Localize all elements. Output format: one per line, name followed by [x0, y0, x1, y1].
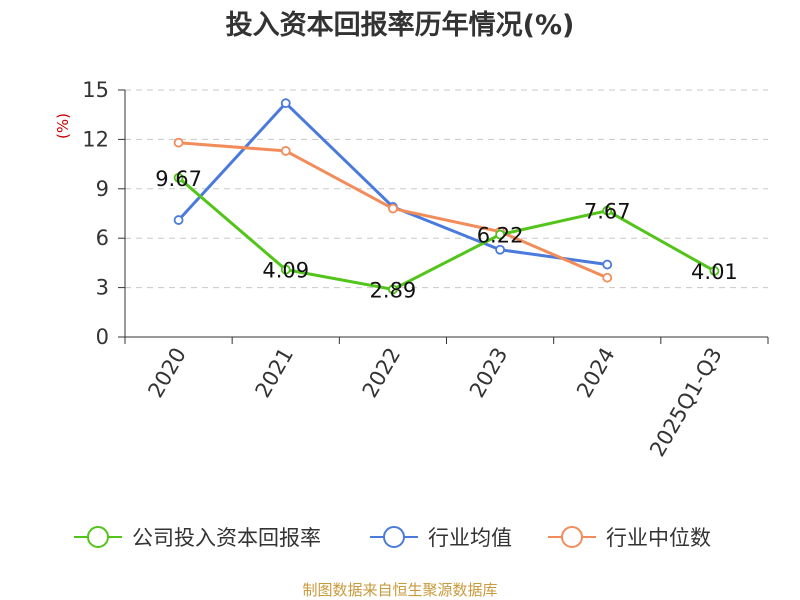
data-point: [173, 137, 184, 148]
data-point: [280, 264, 291, 275]
y-tick-label: 15: [82, 78, 109, 102]
y-tick-label: 0: [96, 325, 109, 349]
series-group: [173, 98, 720, 295]
data-point: [602, 205, 613, 216]
x-tick-label: 2024: [572, 344, 620, 402]
data-point: [173, 215, 184, 225]
legend-label: 行业中位数: [606, 526, 711, 550]
legend-swatch-marker: [383, 526, 405, 548]
x-tick-label: 2021: [251, 344, 299, 402]
data-label: 2.89: [370, 278, 417, 302]
chart-title: 投入资本回报率历年情况(%): [226, 9, 575, 41]
legend-swatch-marker: [561, 526, 583, 548]
data-label: 4.09: [262, 259, 309, 283]
legend: 公司投入资本回报率 行业均值 行业中位数: [74, 526, 711, 550]
data-point: [388, 284, 398, 295]
y-tick-label: 9: [96, 177, 109, 201]
data-label: 7.67: [584, 200, 631, 224]
legend-label: 行业均值: [428, 526, 512, 550]
legend-label: 公司投入资本回报率: [132, 526, 321, 550]
data-point: [602, 272, 613, 283]
series-line: [177, 101, 608, 267]
y-tick-label: 6: [96, 226, 109, 250]
data-label: 9.67: [155, 167, 202, 191]
legend-swatch-marker: [87, 526, 109, 548]
data-label: 6.22: [477, 224, 524, 248]
data-point: [495, 229, 505, 240]
data-point: [280, 146, 291, 156]
data-point: [388, 203, 398, 214]
y-tick-label: 12: [82, 127, 109, 151]
x-tick-label: 2023: [465, 344, 513, 402]
axes: 0 3 6 9 12 15 2020 2021 2022 2023 2024 2025Q1-Q3: [82, 78, 769, 461]
data-label: 4.01: [691, 260, 738, 284]
x-tick-label: 2022: [358, 344, 406, 402]
data-labels: 9.67 4.09 2.89 6.22 7.67 4.01: [155, 167, 738, 303]
data-point: [173, 172, 184, 183]
series-line: [177, 176, 716, 291]
grid-lines: [125, 89, 768, 289]
data-point: [280, 98, 291, 109]
x-tick-label: 2020: [143, 344, 191, 402]
source-note: 制图数据来自恒生聚源数据库: [302, 581, 497, 599]
y-axis-label: (%): [54, 113, 72, 139]
data-point: [709, 266, 720, 276]
data-point: [495, 244, 505, 255]
data-point: [602, 259, 613, 270]
y-tick-label: 3: [96, 276, 109, 300]
x-tick-label: 2025Q1-Q3: [645, 344, 727, 461]
